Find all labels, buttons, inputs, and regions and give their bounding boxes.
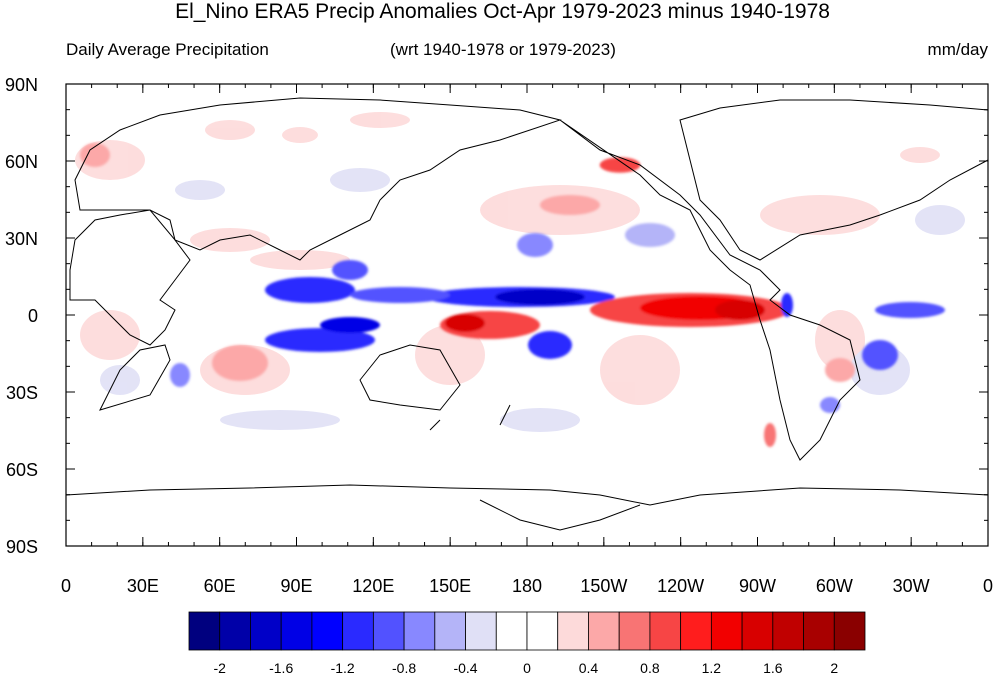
colorbar-swatch — [710, 611, 743, 651]
longitude-tick-label: 150W — [580, 576, 627, 596]
colorbar-label: 0 — [523, 660, 531, 676]
colorbar-swatch — [618, 611, 651, 651]
colorbar-label: 1.6 — [763, 660, 783, 676]
colorbar-swatch — [649, 611, 682, 651]
longitude-tick-label: 30E — [127, 576, 159, 596]
colorbar-label: -0.8 — [392, 660, 416, 676]
longitude-tick-label: 60W — [816, 576, 853, 596]
longitude-tick-label: 120E — [352, 576, 394, 596]
map-title: El_Nino ERA5 Precip Anomalies Oct-Apr 19… — [175, 0, 830, 23]
colorbar-swatch — [250, 611, 282, 651]
reference-period-label: (wrt 1940-1978 or 1979-2023) — [390, 40, 616, 59]
colorbar-swatch — [772, 611, 804, 651]
coastlines — [66, 97, 988, 531]
colorbar-label: -1.2 — [331, 660, 355, 676]
longitude-tick-label: 150E — [429, 576, 471, 596]
colorbar-label: -2 — [214, 660, 227, 676]
colorbar-swatch — [741, 611, 774, 651]
anomaly-field — [66, 84, 988, 546]
colorbar-swatch — [434, 611, 466, 651]
colorbar-label: 1.2 — [702, 660, 722, 676]
longitude-tick-label: 60E — [204, 576, 236, 596]
longitude-tick-label: 120W — [657, 576, 704, 596]
colorbar-label: 0.4 — [579, 660, 599, 676]
latitude-axis: 90N 60N 30N 0 30S 60S 90S — [5, 75, 988, 557]
colorbar-label: -0.4 — [453, 660, 477, 676]
longitude-tick-label: 90W — [739, 576, 776, 596]
colorbar-label: -1.6 — [269, 660, 293, 676]
colorbar-swatch — [465, 611, 497, 651]
latitude-tick-label: 60S — [6, 460, 38, 480]
colorbar-swatch — [526, 611, 559, 651]
colorbar-swatch — [803, 611, 835, 651]
colorbar-swatch — [833, 611, 866, 651]
colorbar-swatch — [680, 611, 712, 651]
latitude-tick-label: 0 — [28, 306, 38, 326]
latitude-tick-label: 30S — [6, 383, 38, 403]
colorbar-label: 2 — [830, 660, 838, 676]
latitude-tick-label: 30N — [5, 229, 38, 249]
longitude-tick-label: 90E — [280, 576, 312, 596]
colorbar-swatch — [280, 611, 313, 651]
colorbar-swatch — [403, 611, 436, 651]
colorbar-swatch — [557, 611, 589, 651]
colorbar-swatch — [495, 611, 528, 651]
colorbar-swatch — [219, 611, 251, 651]
variable-label: Daily Average Precipitation — [66, 40, 269, 59]
colorbar-swatch — [372, 611, 405, 651]
colorbar: -2 -1.6 -1.2 -0.8 -0.4 0 0.4 0.8 1.2 1.6 2 — [188, 611, 866, 676]
colorbar-swatch — [342, 611, 374, 651]
longitude-tick-label: 30W — [893, 576, 930, 596]
colorbar-label: 0.8 — [640, 660, 660, 676]
colorbar-swatch — [588, 611, 620, 651]
longitude-tick-label: 180 — [512, 576, 542, 596]
longitude-tick-label: 0 — [983, 576, 993, 596]
colorbar-swatch — [311, 611, 344, 651]
colorbar-swatch — [188, 611, 221, 651]
latitude-tick-label: 90S — [6, 537, 38, 557]
longitude-axis: 0 30E 60E 90E 120E 150E 180 150W 120W 90W 60W 30W 0 — [61, 84, 993, 596]
units-label: mm/day — [927, 40, 988, 59]
latitude-tick-label: 60N — [5, 152, 38, 172]
latitude-tick-label: 90N — [5, 75, 38, 95]
longitude-tick-label: 0 — [61, 576, 71, 596]
